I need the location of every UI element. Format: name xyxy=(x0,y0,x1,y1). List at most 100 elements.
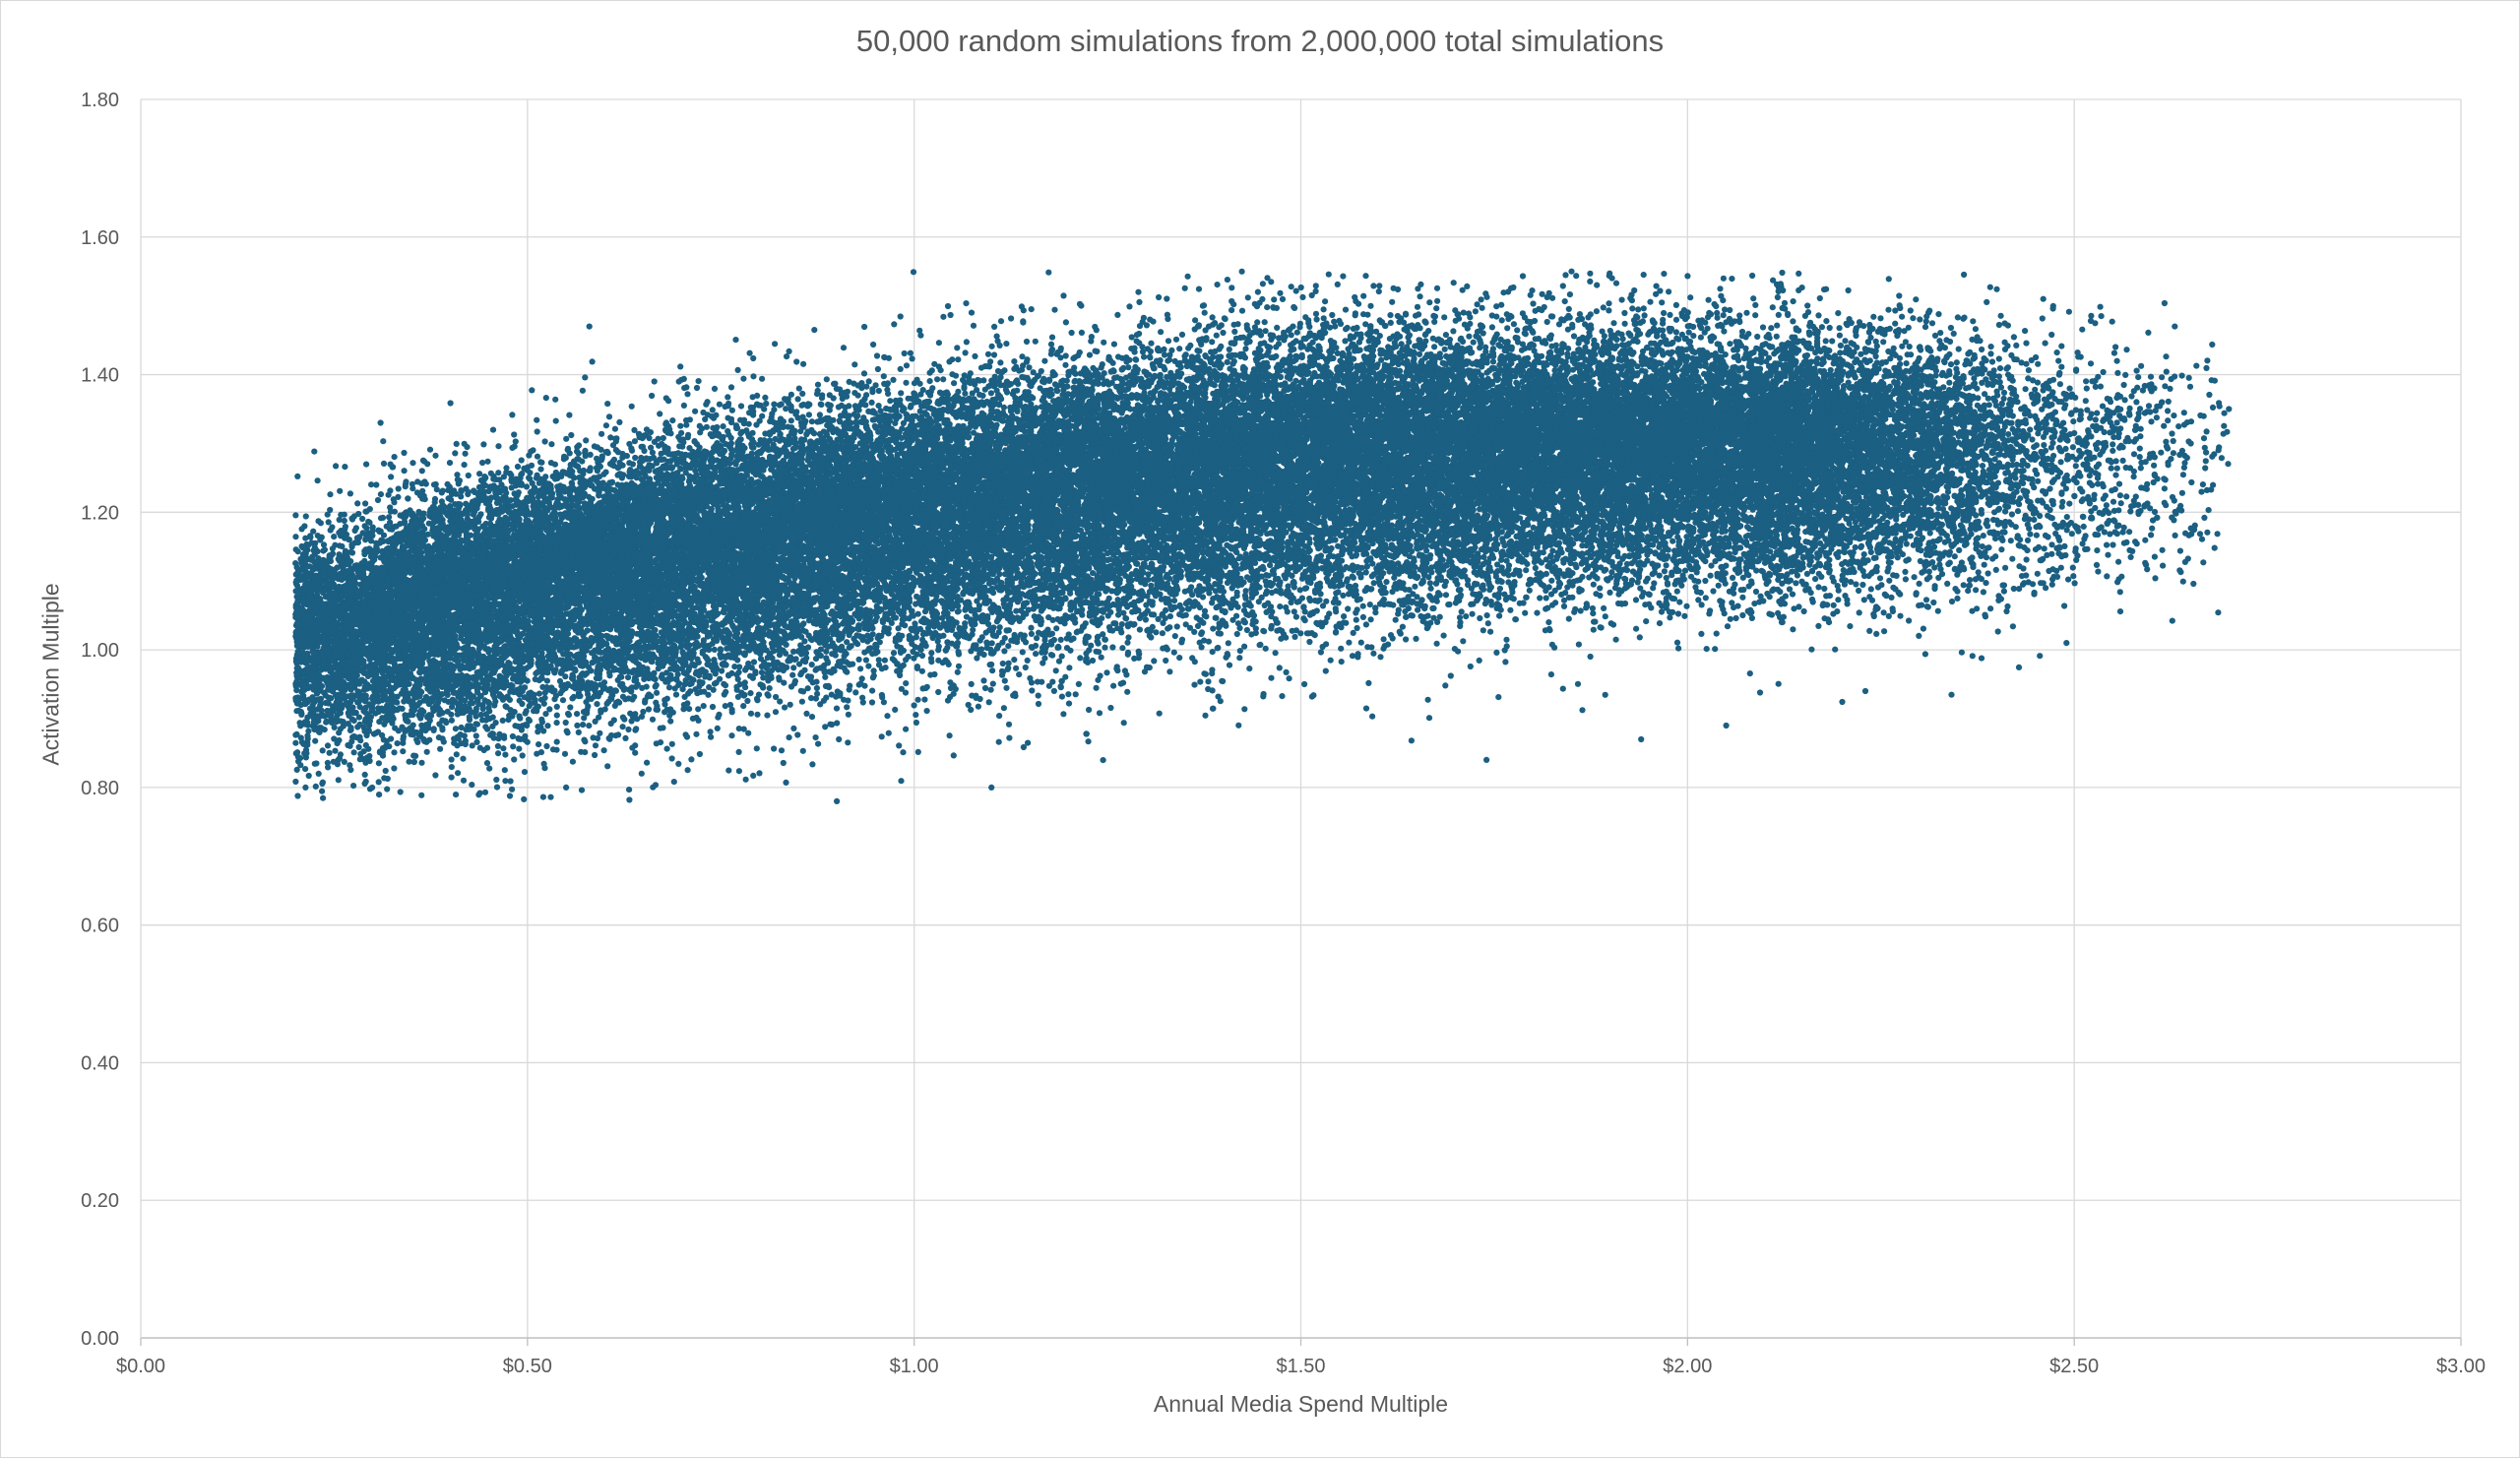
data-point xyxy=(2048,550,2055,557)
data-point xyxy=(1441,346,1448,352)
data-point xyxy=(2059,498,2066,505)
data-point xyxy=(1028,306,1035,313)
data-point xyxy=(460,777,468,784)
data-point xyxy=(885,729,892,736)
data-point xyxy=(2133,399,2140,406)
data-point xyxy=(2119,457,2126,464)
data-point xyxy=(1947,324,1954,332)
data-point xyxy=(896,742,903,749)
data-point xyxy=(347,766,354,774)
data-point xyxy=(780,759,787,767)
data-point xyxy=(709,703,717,711)
data-point xyxy=(325,519,332,526)
data-point xyxy=(684,391,691,398)
data-point xyxy=(562,719,569,727)
data-point xyxy=(795,385,802,392)
data-point xyxy=(1587,278,1594,285)
data-point xyxy=(1254,288,1261,295)
data-point xyxy=(1526,587,1533,594)
data-point xyxy=(1402,608,1409,615)
data-point xyxy=(1720,275,1727,282)
axes xyxy=(140,99,2462,1346)
data-point xyxy=(2112,344,2119,350)
data-point xyxy=(1210,625,1217,632)
data-point xyxy=(2150,478,2157,486)
data-point xyxy=(501,767,508,774)
data-point xyxy=(1063,645,1071,652)
data-point xyxy=(511,431,518,438)
data-point xyxy=(563,435,570,442)
data-point xyxy=(1835,597,1842,603)
data-point xyxy=(2098,313,2105,320)
data-point xyxy=(2061,602,2068,609)
data-point xyxy=(335,777,342,784)
data-point xyxy=(484,458,491,465)
data-point xyxy=(1545,619,1552,626)
data-points xyxy=(292,268,2233,805)
data-point xyxy=(1661,271,1668,278)
data-point xyxy=(985,699,992,706)
data-point xyxy=(486,765,493,772)
data-point xyxy=(509,732,517,740)
data-point xyxy=(1594,282,1601,288)
data-point xyxy=(292,534,299,540)
data-point xyxy=(542,395,549,402)
data-point xyxy=(1142,616,1149,623)
data-point xyxy=(1225,640,1231,647)
data-point xyxy=(314,477,321,484)
data-point xyxy=(1984,570,1991,577)
data-point xyxy=(1035,700,1042,708)
data-point xyxy=(583,437,590,444)
data-point xyxy=(1376,283,1383,289)
data-point xyxy=(1313,316,1320,323)
data-point xyxy=(1547,671,1554,678)
data-point xyxy=(1387,312,1394,319)
data-point xyxy=(1892,307,1899,314)
chart-title: 50,000 random simulations from 2,000,000… xyxy=(0,24,2520,59)
data-point xyxy=(1896,292,1903,299)
data-point xyxy=(1647,298,1654,305)
data-point xyxy=(1790,298,1796,305)
data-point xyxy=(579,387,587,394)
data-point xyxy=(480,441,487,448)
data-point xyxy=(799,747,806,754)
data-point xyxy=(363,461,370,468)
data-point xyxy=(346,490,353,497)
data-point xyxy=(2041,545,2048,552)
data-point xyxy=(1739,594,1746,601)
data-point xyxy=(1727,306,1733,314)
data-point xyxy=(2057,459,2064,466)
data-point xyxy=(1749,272,1756,280)
data-point xyxy=(734,366,741,373)
data-point xyxy=(2203,364,2210,371)
data-point xyxy=(724,394,731,401)
data-point xyxy=(600,747,607,754)
data-point xyxy=(1342,338,1349,345)
data-point xyxy=(1560,597,1568,603)
data-point xyxy=(1202,712,1209,719)
data-point xyxy=(1775,680,1782,687)
data-point xyxy=(645,706,653,713)
data-point xyxy=(2066,500,2073,507)
data-point xyxy=(359,515,366,523)
data-point xyxy=(1143,322,1150,329)
data-point xyxy=(1988,358,1996,365)
data-point xyxy=(2163,438,2170,445)
data-point xyxy=(2186,383,2194,390)
data-point xyxy=(1271,296,1278,303)
data-point xyxy=(1842,338,1849,345)
data-point xyxy=(1416,350,1423,357)
data-point xyxy=(2185,374,2192,381)
data-point xyxy=(1870,612,1877,620)
data-point xyxy=(851,361,858,368)
data-point xyxy=(374,496,382,504)
data-point xyxy=(1096,710,1103,717)
data-point xyxy=(509,412,516,418)
data-point xyxy=(1643,618,1650,625)
data-point xyxy=(2175,423,2182,430)
data-point xyxy=(857,666,864,672)
data-point xyxy=(1299,293,1306,300)
data-point xyxy=(2147,373,2155,380)
data-point xyxy=(1698,630,1705,638)
